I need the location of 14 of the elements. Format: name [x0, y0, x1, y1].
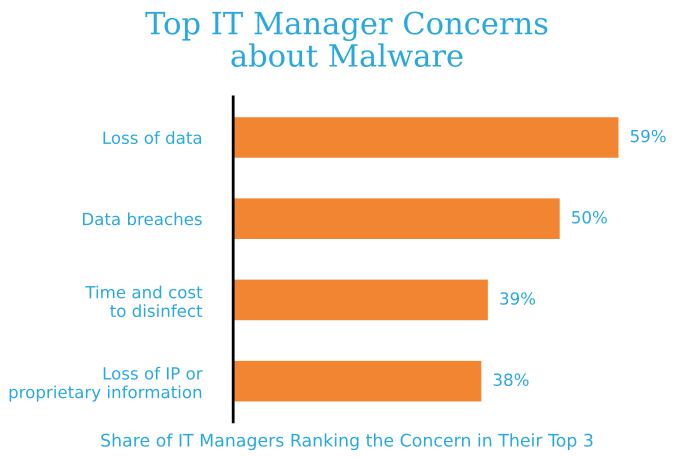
data-label: 39%: [500, 292, 536, 305]
y-tick-label: Time and cost to disinfect: [85, 286, 202, 318]
bar: [233, 280, 488, 320]
bar: [233, 198, 560, 240]
chart-title: Top IT Manager Concerns about Malware: [145, 12, 548, 67]
data-label: 50%: [572, 210, 607, 224]
y-tick-label: Data breaches: [82, 212, 202, 226]
bar: [233, 117, 618, 158]
bar: [233, 360, 482, 402]
y-tick-label: Loss of data: [104, 131, 202, 144]
data-label: 59%: [630, 130, 666, 142]
x-axis-title: Share of IT Managers Ranking the Concern in Their Top 3: [101, 433, 593, 450]
y-tick-label: Loss of IP or proprietary information: [10, 366, 203, 402]
data-label: 38%: [494, 373, 529, 386]
